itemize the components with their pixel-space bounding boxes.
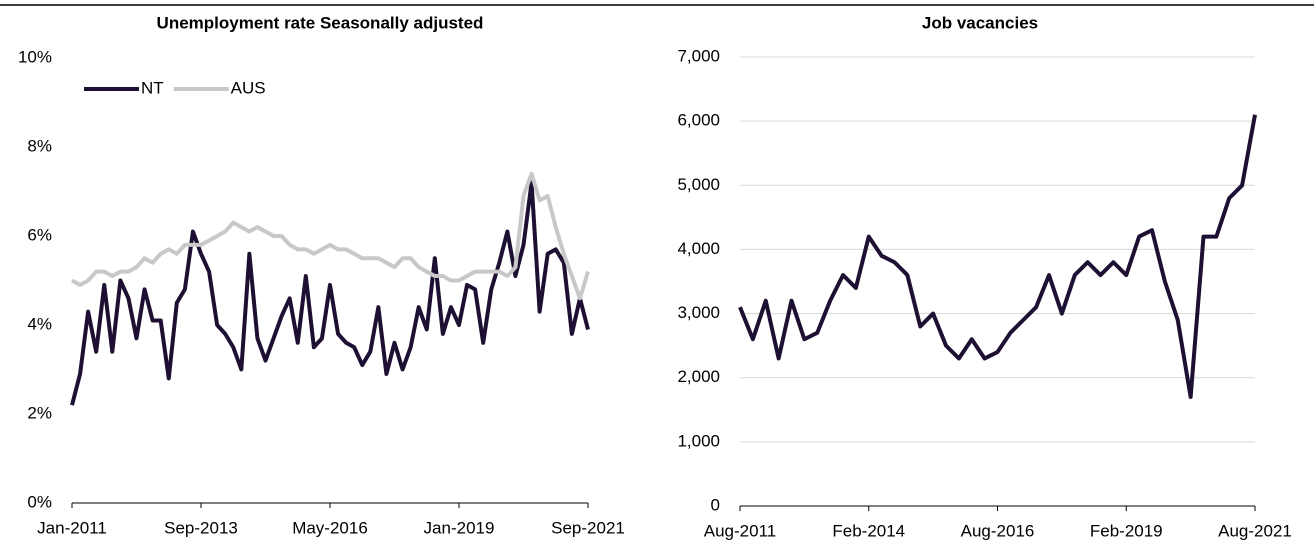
- y-tick-label: 4,000: [677, 239, 720, 258]
- series-line: [70, 180, 590, 406]
- y-tick-label: 2,000: [677, 367, 720, 386]
- x-tick-label: Jan-2019: [424, 518, 495, 537]
- x-tick-label: Feb-2019: [1090, 521, 1163, 540]
- y-tick-label: 0: [711, 495, 720, 514]
- y-tick-label: 8%: [27, 136, 52, 155]
- legend-label: NT: [141, 78, 164, 97]
- y-tick-label: 10%: [18, 47, 52, 66]
- chart-title: Job vacancies: [922, 13, 1038, 32]
- legend-label: AUS: [231, 78, 266, 97]
- y-tick-label: 4%: [27, 314, 52, 333]
- x-tick-label: Feb-2014: [832, 521, 905, 540]
- x-tick-label: Aug-2011: [704, 521, 776, 540]
- chart-title: Unemployment rate Seasonally adjusted: [157, 13, 484, 32]
- y-tick-label: 7,000: [677, 46, 720, 65]
- x-tick-label: Sep-2013: [164, 518, 238, 537]
- y-tick-label: 1,000: [677, 431, 720, 450]
- x-tick-label: Aug-2016: [961, 521, 1035, 540]
- y-tick-label: 6%: [27, 225, 52, 244]
- y-tick-label: 3,000: [677, 303, 720, 322]
- x-tick-label: Sep-2021: [551, 518, 625, 537]
- x-tick-label: Jan-2011: [37, 518, 107, 537]
- y-tick-label: 6,000: [677, 111, 720, 130]
- y-tick-label: 2%: [27, 403, 52, 422]
- y-tick-label: 0%: [27, 492, 52, 511]
- series-line: [71, 171, 590, 301]
- x-tick-label: Aug-2021: [1218, 521, 1292, 540]
- x-tick-label: May-2016: [292, 518, 368, 537]
- series-line: [738, 114, 1257, 399]
- y-tick-label: 5,000: [677, 175, 720, 194]
